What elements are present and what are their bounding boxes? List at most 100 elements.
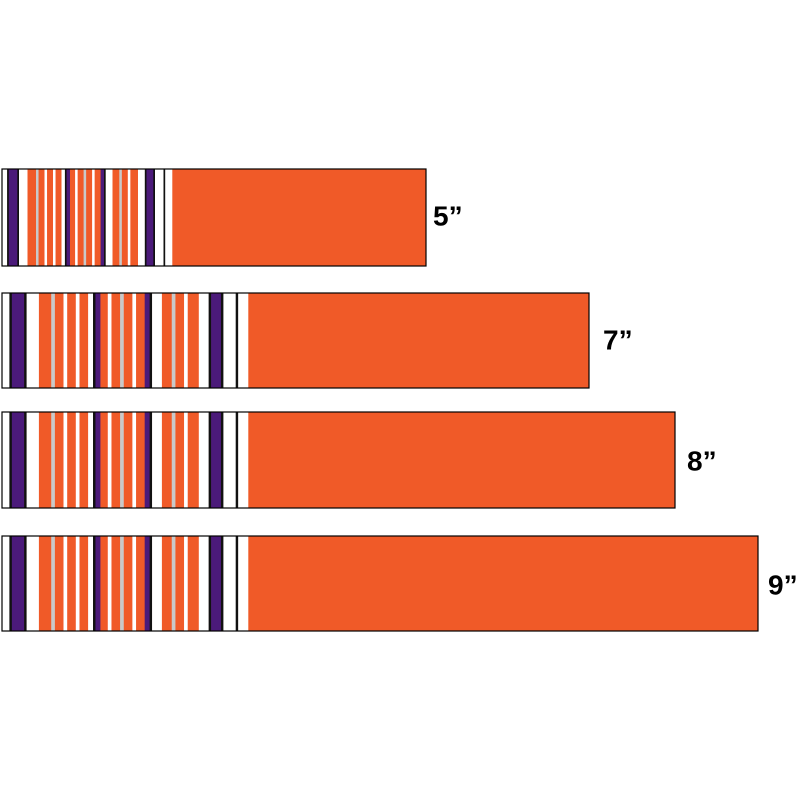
stripe [7,169,10,266]
banner-outline [1,292,590,389]
stripe [175,412,185,508]
stripe [77,169,84,266]
stripe [24,293,27,388]
stripe [26,293,40,388]
stripe [161,293,173,388]
stripe [111,412,121,508]
stripe [9,412,13,508]
stripe [130,169,139,266]
banner: 9” [1,535,798,632]
stripe [235,412,239,508]
stripe [149,412,153,508]
stripe [198,293,209,388]
stripe [127,169,131,266]
banner: 7” [1,292,633,389]
stripe [51,536,56,631]
stripe [163,169,166,266]
stripe [2,536,10,631]
stripe [111,536,121,631]
stripe [70,169,76,266]
stripe [93,536,96,631]
stripe [119,169,123,266]
stripe [223,412,236,508]
stripe [136,412,145,508]
stripe [47,169,54,266]
banner-outline [1,411,676,509]
stripe [223,536,236,631]
stripe [75,536,80,631]
stripe [208,536,212,631]
stripe [211,293,222,388]
stripe [63,293,68,388]
stripe [54,293,64,388]
stripe [165,169,173,266]
stripe [79,293,89,388]
stripe [121,169,129,266]
stripe [223,293,236,388]
stripe [51,412,56,508]
stripe [8,169,18,266]
stripe [67,536,77,631]
stripe [123,536,133,631]
stripe [220,293,224,388]
stripe [100,412,109,508]
stripe [120,412,125,508]
stripe [38,536,52,631]
stripe [75,412,80,508]
stripe [149,293,153,388]
stripe [88,293,94,388]
stripe [235,536,239,631]
stripe [38,293,52,388]
stripe [79,412,89,508]
stripe [11,536,25,631]
stripe [67,293,77,388]
stripe [238,536,249,631]
banner: 5” [1,168,463,267]
stripe [171,293,176,388]
stripe [107,536,112,631]
stripe [144,412,150,508]
stripe [83,169,87,266]
stripe [36,169,39,266]
stripe [75,169,78,266]
size-label: 7” [603,324,633,355]
stripe [104,169,106,266]
stripe [24,412,27,508]
stripe [184,536,189,631]
stripe [61,169,66,266]
stripe [95,412,101,508]
size-label: 5” [433,200,463,231]
stripe [93,293,96,388]
stripe [120,293,125,388]
banner-outline [1,535,759,632]
stripe [55,169,62,266]
stripe [11,412,25,508]
stripe [2,293,10,388]
stripe [208,293,212,388]
stripe [54,412,64,508]
stripe [238,412,249,508]
stripe [38,412,52,508]
stripe [95,536,101,631]
stripe [187,536,200,631]
stripe [38,169,45,266]
stripe [198,412,209,508]
stripe [2,412,10,508]
stripe [187,412,200,508]
stripe [64,169,67,266]
stripe [149,536,153,631]
stripe [88,412,94,508]
stripe [184,293,189,388]
stripe [9,293,13,388]
stripe [17,169,20,266]
stripe [111,293,121,388]
stripe [144,536,150,631]
stripe [187,293,200,388]
stripe [175,293,185,388]
stripe [136,293,145,388]
stripe [75,293,80,388]
stripe [220,536,224,631]
size-label: 9” [768,569,798,600]
stripe [66,169,71,266]
